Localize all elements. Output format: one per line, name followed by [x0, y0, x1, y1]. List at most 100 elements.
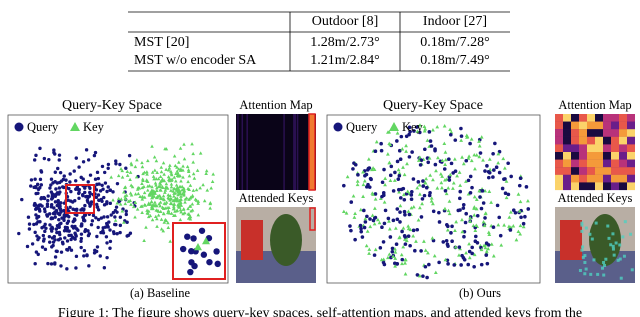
query-point — [77, 190, 81, 195]
query-point — [105, 189, 109, 194]
key-point — [422, 239, 426, 243]
key-point — [202, 199, 207, 203]
query-point — [453, 138, 458, 142]
key-point — [424, 176, 429, 181]
key-point — [135, 158, 139, 162]
query-point — [437, 210, 441, 215]
query-point — [94, 195, 99, 200]
key-point — [502, 223, 507, 227]
key-point — [172, 175, 177, 179]
query-point — [398, 210, 402, 214]
query-point — [462, 234, 466, 239]
query-point — [407, 155, 412, 159]
map-cell — [603, 159, 611, 168]
query-point — [34, 213, 38, 217]
key-point — [166, 174, 171, 179]
key-patch — [596, 272, 600, 276]
query-point — [485, 164, 489, 168]
key-point — [432, 253, 437, 258]
query-point — [36, 214, 41, 219]
query-point — [53, 152, 57, 156]
key-point — [140, 165, 145, 169]
key-point — [460, 155, 464, 159]
key-point — [148, 193, 152, 197]
key-point — [113, 218, 118, 222]
query-point — [87, 264, 91, 268]
key-point — [386, 255, 390, 260]
key-point — [181, 168, 185, 172]
map-cell — [611, 159, 619, 168]
query-point — [500, 186, 505, 191]
query-point — [127, 153, 132, 158]
key-point — [501, 156, 506, 161]
query-point — [372, 253, 377, 257]
key-point — [140, 185, 145, 190]
map-cell — [587, 136, 595, 145]
key-point — [178, 174, 182, 178]
key-point — [443, 206, 447, 211]
key-point — [183, 200, 187, 204]
key-point — [477, 139, 481, 143]
query-point — [427, 130, 432, 134]
query-point — [480, 189, 485, 193]
map-cell — [563, 129, 571, 137]
query-point — [46, 194, 50, 198]
key-patch — [604, 257, 608, 261]
table-cell: 1.28m/2.73° — [310, 35, 379, 50]
key-point — [415, 185, 420, 190]
key-point — [148, 213, 153, 218]
map-cell — [587, 129, 595, 137]
map-cell — [555, 129, 563, 137]
query-point — [402, 197, 407, 202]
query-point — [32, 158, 37, 162]
query-point — [459, 263, 463, 267]
query-point — [66, 219, 71, 223]
query-point — [83, 190, 87, 195]
table-cell: 0.18m/7.28° — [420, 35, 489, 50]
key-point — [481, 220, 486, 224]
table — [128, 11, 510, 72]
query-point — [30, 242, 35, 246]
key-point — [504, 195, 509, 200]
query-point — [102, 195, 106, 200]
query-point — [483, 169, 487, 173]
query-point — [378, 246, 383, 250]
query-point — [426, 160, 431, 165]
key-point — [455, 174, 459, 178]
query-point — [59, 264, 63, 268]
key-point — [411, 234, 416, 238]
map-cell — [619, 144, 627, 153]
query-point — [419, 158, 424, 163]
query-point — [493, 141, 497, 146]
query-point — [400, 257, 405, 262]
key-point — [164, 185, 169, 189]
query-point — [65, 226, 69, 231]
query-point — [188, 248, 195, 255]
key-point — [477, 154, 482, 159]
query-point — [51, 211, 56, 216]
map-cell — [603, 152, 611, 160]
query-point — [57, 217, 61, 222]
query-point — [55, 203, 59, 208]
query-point — [62, 174, 66, 178]
key-point — [483, 245, 488, 250]
map-cell — [555, 114, 563, 122]
key-point — [472, 252, 477, 257]
query-point — [457, 245, 462, 249]
key-point — [403, 257, 408, 262]
key-point — [417, 273, 422, 278]
map-cell — [563, 159, 571, 168]
query-point — [86, 158, 91, 162]
query-point — [99, 197, 104, 202]
key-point — [387, 130, 392, 134]
table-header: Indoor [27] — [423, 14, 487, 29]
query-point — [397, 173, 402, 178]
key-point — [169, 172, 174, 177]
key-point — [474, 197, 479, 202]
query-point — [468, 191, 473, 195]
map-cell — [627, 144, 635, 153]
query-point — [463, 220, 468, 225]
map-cell — [611, 129, 619, 137]
query-point — [353, 162, 358, 167]
key-point — [141, 171, 145, 176]
